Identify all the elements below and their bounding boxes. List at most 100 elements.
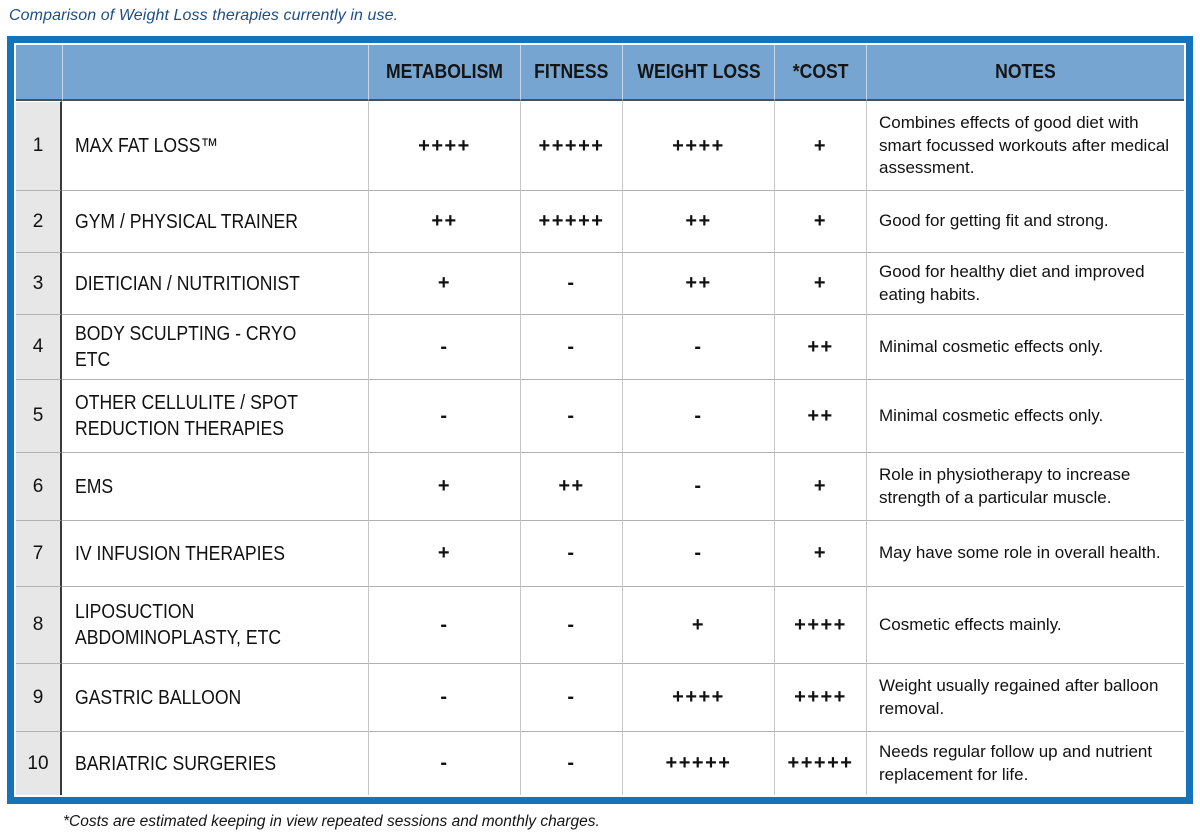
fitness-rating: ++ <box>520 452 622 520</box>
fitness-rating: +++++ <box>520 101 622 190</box>
therapy-name-label: BARIATRIC SURGERIES <box>75 752 277 775</box>
table-row: 9 GASTRIC BALLOON - - ++++ ++++ Weight u… <box>16 663 1184 731</box>
therapy-name: BARIATRIC SURGERIES <box>62 731 368 795</box>
table-row: 2 GYM / PHYSICAL TRAINER ++ +++++ ++ + G… <box>16 190 1184 252</box>
col-header-fitness: FITNESS <box>520 45 622 101</box>
notes-text: Good for getting fit and strong. <box>866 190 1184 252</box>
therapy-name-label: IV INFUSION THERAPIES <box>75 542 285 565</box>
notes-text: Combines effects of good diet with smart… <box>866 101 1184 190</box>
therapy-name: BODY SCULPTING - CRYO ETC <box>62 314 368 379</box>
comparison-table: METABOLISM FITNESS WEIGHT LOSS *COST NOT… <box>16 45 1184 795</box>
therapy-name: EMS <box>62 452 368 520</box>
row-number: 7 <box>16 520 62 586</box>
table-row: 3 DIETICIAN / NUTRITIONIST + - ++ + Good… <box>16 252 1184 314</box>
notes-text: May have some role in overall health. <box>866 520 1184 586</box>
row-number: 2 <box>16 190 62 252</box>
cost-rating: ++ <box>774 314 866 379</box>
table-row: 1 MAX FAT LOSS™ ++++ +++++ ++++ + Combin… <box>16 101 1184 190</box>
row-number: 5 <box>16 379 62 452</box>
fitness-rating: - <box>520 586 622 663</box>
table-row: 8 LIPOSUCTION ABDOMINOPLASTY, ETC - - + … <box>16 586 1184 663</box>
metabolism-rating: - <box>368 379 520 452</box>
therapy-name-label: BODY SCULPTING - CRYO ETC <box>75 323 297 371</box>
table-row: 4 BODY SCULPTING - CRYO ETC - - - ++ Min… <box>16 314 1184 379</box>
fitness-rating: - <box>520 314 622 379</box>
col-header-notes: NOTES <box>866 45 1184 101</box>
page-title: Comparison of Weight Loss therapies curr… <box>9 7 399 24</box>
table-row: 6 EMS + ++ - + Role in physiotherapy to … <box>16 452 1184 520</box>
therapy-name: MAX FAT LOSS™ <box>62 101 368 190</box>
weight-loss-rating: - <box>622 520 774 586</box>
cost-rating: + <box>774 101 866 190</box>
notes-text: Role in physiotherapy to increase streng… <box>866 452 1184 520</box>
cost-footnote: *Costs are estimated keeping in view rep… <box>63 813 600 830</box>
row-number: 4 <box>16 314 62 379</box>
fitness-rating: - <box>520 731 622 795</box>
row-number: 1 <box>16 101 62 190</box>
col-header-blank-rank <box>16 45 62 101</box>
metabolism-rating: ++ <box>368 190 520 252</box>
cost-rating: + <box>774 520 866 586</box>
therapy-name-label: DIETICIAN / NUTRITIONIST <box>75 272 300 295</box>
metabolism-rating: - <box>368 586 520 663</box>
fitness-rating: - <box>520 663 622 731</box>
weight-loss-rating: +++++ <box>622 731 774 795</box>
metabolism-rating: + <box>368 452 520 520</box>
cost-rating: ++++ <box>774 663 866 731</box>
table-row: 10 BARIATRIC SURGERIES - - +++++ +++++ N… <box>16 731 1184 795</box>
weight-loss-rating: ++++ <box>622 101 774 190</box>
col-header-metabolism-label: METABOLISM <box>385 60 503 83</box>
fitness-rating: - <box>520 520 622 586</box>
therapy-name-label: MAX FAT LOSS™ <box>75 135 219 157</box>
row-number: 8 <box>16 586 62 663</box>
metabolism-rating: - <box>368 663 520 731</box>
weight-loss-rating: + <box>622 586 774 663</box>
cost-rating: ++++ <box>774 586 866 663</box>
therapy-name-label: GYM / PHYSICAL TRAINER <box>75 210 298 233</box>
cost-rating: + <box>774 452 866 520</box>
metabolism-rating: + <box>368 252 520 314</box>
weight-loss-rating: ++++ <box>622 663 774 731</box>
notes-text: Good for healthy diet and improved eatin… <box>866 252 1184 314</box>
notes-text: Cosmetic effects mainly. <box>866 586 1184 663</box>
col-header-notes-label: NOTES <box>995 60 1056 83</box>
metabolism-rating: + <box>368 520 520 586</box>
cost-rating: +++++ <box>774 731 866 795</box>
therapy-name: GYM / PHYSICAL TRAINER <box>62 190 368 252</box>
col-header-weight-loss: WEIGHT LOSS <box>622 45 774 101</box>
col-header-cost: *COST <box>774 45 866 101</box>
weight-loss-rating: - <box>622 452 774 520</box>
col-header-fitness-label: FITNESS <box>534 60 609 83</box>
metabolism-rating: ++++ <box>368 101 520 190</box>
col-header-blank-therapy <box>62 45 368 101</box>
col-header-weight-loss-label: WEIGHT LOSS <box>636 60 761 83</box>
weight-loss-rating: - <box>622 379 774 452</box>
row-number: 9 <box>16 663 62 731</box>
notes-text: Minimal cosmetic effects only. <box>866 314 1184 379</box>
fitness-rating: - <box>520 379 622 452</box>
col-header-metabolism: METABOLISM <box>368 45 520 101</box>
cost-rating: ++ <box>774 379 866 452</box>
header-row: METABOLISM FITNESS WEIGHT LOSS *COST NOT… <box>16 45 1184 101</box>
fitness-rating: +++++ <box>520 190 622 252</box>
therapy-name: LIPOSUCTION ABDOMINOPLASTY, ETC <box>62 586 368 663</box>
therapy-name-label: OTHER CELLULITE / SPOT REDUCTION THERAPI… <box>75 392 298 440</box>
therapy-name: IV INFUSION THERAPIES <box>62 520 368 586</box>
weight-loss-rating: ++ <box>622 252 774 314</box>
row-number: 3 <box>16 252 62 314</box>
cost-rating: + <box>774 252 866 314</box>
table-row: 5 OTHER CELLULITE / SPOT REDUCTION THERA… <box>16 379 1184 452</box>
therapy-name: GASTRIC BALLOON <box>62 663 368 731</box>
therapy-name-label: LIPOSUCTION ABDOMINOPLASTY, ETC <box>75 601 282 649</box>
notes-text: Weight usually regained after balloon re… <box>866 663 1184 731</box>
therapy-name: DIETICIAN / NUTRITIONIST <box>62 252 368 314</box>
metabolism-rating: - <box>368 731 520 795</box>
notes-text: Needs regular follow up and nutrient rep… <box>866 731 1184 795</box>
therapy-name-label: EMS <box>75 475 114 498</box>
weight-loss-rating: ++ <box>622 190 774 252</box>
row-number: 10 <box>16 731 62 795</box>
comparison-table-frame: METABOLISM FITNESS WEIGHT LOSS *COST NOT… <box>7 36 1193 804</box>
col-header-cost-label: *COST <box>792 60 849 83</box>
therapy-name: OTHER CELLULITE / SPOT REDUCTION THERAPI… <box>62 379 368 452</box>
